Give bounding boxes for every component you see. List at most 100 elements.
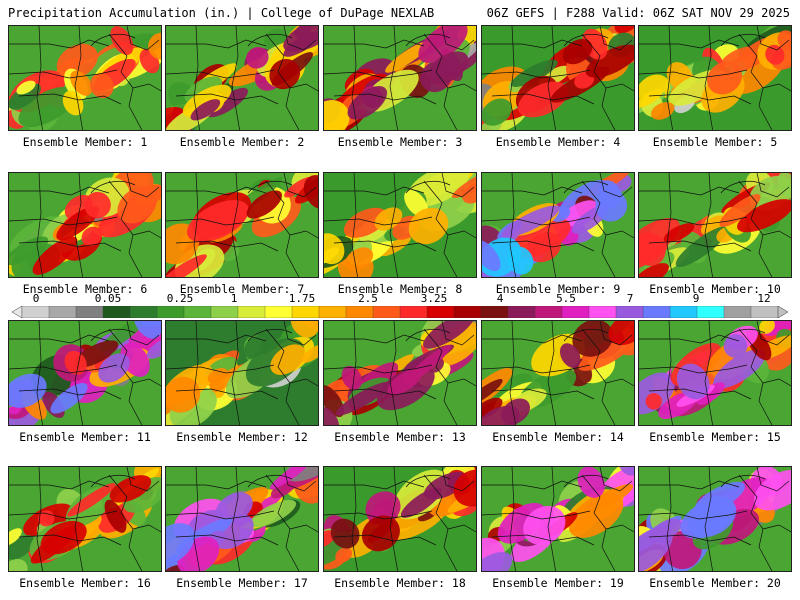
precip-map xyxy=(166,173,318,277)
state-boundary xyxy=(351,321,359,425)
state-boundary xyxy=(738,328,773,425)
colorbar-segment xyxy=(426,306,455,318)
precip-contour xyxy=(585,44,634,78)
ensemble-panel-17 xyxy=(165,466,319,572)
precip-contour xyxy=(269,59,301,90)
state-boundary xyxy=(509,26,517,130)
state-boundary xyxy=(639,510,748,520)
state-boundary xyxy=(74,321,84,425)
state-boundary xyxy=(9,510,118,520)
precip-contour xyxy=(675,226,729,267)
precip-contour xyxy=(148,32,161,60)
state-boundary xyxy=(74,173,84,277)
state-boundary xyxy=(547,467,557,571)
state-boundary xyxy=(265,180,300,277)
colorbar-segment xyxy=(75,306,104,318)
precip-contour xyxy=(639,527,673,571)
precip-contour xyxy=(526,232,562,263)
precip-contour xyxy=(324,233,345,265)
colorbar-segment xyxy=(588,306,617,318)
precip-contour xyxy=(418,26,468,63)
precip-contour xyxy=(385,41,431,73)
precip-contour xyxy=(408,207,449,245)
colorbar-segment xyxy=(21,306,50,318)
precip-contour xyxy=(404,345,451,384)
state-boundary xyxy=(333,240,437,252)
state-boundary xyxy=(389,26,399,130)
state-boundary xyxy=(108,474,143,571)
state-boundary xyxy=(491,388,595,400)
precip-contour xyxy=(482,240,501,272)
precip-contour xyxy=(64,350,87,375)
state-boundary xyxy=(563,475,609,488)
precip-map xyxy=(324,26,476,130)
precip-contour xyxy=(166,376,201,413)
precip-contour xyxy=(215,492,253,523)
state-boundary xyxy=(324,186,425,196)
state-boundary xyxy=(581,33,616,130)
state-boundary xyxy=(324,69,433,79)
state-boundary xyxy=(126,467,160,492)
state-boundary xyxy=(447,378,476,387)
precip-map xyxy=(639,321,791,425)
state-boundary xyxy=(193,26,201,130)
precip-contour xyxy=(186,200,249,243)
state-boundary xyxy=(447,230,476,239)
colorbar-tick-label: 0.05 xyxy=(94,292,122,305)
colorbar-segment xyxy=(129,306,158,318)
state-boundary xyxy=(605,83,634,92)
colorbar-segment xyxy=(345,306,374,318)
precip-contour xyxy=(269,467,313,490)
ensemble-panel-14 xyxy=(481,320,635,426)
state-boundary xyxy=(351,467,359,571)
ensemble-member-label: Ensemble Member: 9 xyxy=(495,282,621,296)
state-boundary xyxy=(247,329,293,342)
state-boundary xyxy=(74,26,84,130)
state-boundary xyxy=(423,33,458,130)
state-boundary xyxy=(247,181,293,194)
ensemble-panel-16 xyxy=(8,466,162,572)
colorbar-segment xyxy=(615,306,644,318)
precip-contour xyxy=(345,247,374,271)
state-boundary xyxy=(756,321,790,346)
precip-contour xyxy=(617,467,634,476)
ensemble-panel-7 xyxy=(165,172,319,278)
precip-contour xyxy=(98,353,130,383)
ensemble-panel-11 xyxy=(8,320,162,426)
precip-contour xyxy=(663,223,695,243)
precip-contour xyxy=(452,173,476,198)
state-boundary xyxy=(648,388,752,400)
ensemble-member-label: Ensemble Member: 13 xyxy=(334,430,466,444)
ensemble-panel-8 xyxy=(323,172,477,278)
precip-contour xyxy=(347,86,388,120)
colorbar-tick-label: 9 xyxy=(692,292,700,305)
state-boundary xyxy=(482,480,583,490)
state-boundary xyxy=(166,510,275,520)
precip-contour xyxy=(374,207,403,231)
state-boundary xyxy=(762,230,791,239)
state-boundary xyxy=(666,321,674,425)
precip-map xyxy=(324,467,476,571)
state-boundary xyxy=(231,467,241,571)
ensemble-member-label: Ensemble Member: 10 xyxy=(649,282,781,296)
precip-contour xyxy=(687,496,737,538)
state-boundary xyxy=(283,173,317,198)
state-boundary xyxy=(289,378,318,387)
product-title: Precipitation Accumulation (in.) | Colle… xyxy=(8,6,435,20)
state-boundary xyxy=(333,93,437,105)
ensemble-panel-19 xyxy=(481,466,635,572)
precip-map xyxy=(9,173,161,277)
state-boundary xyxy=(283,26,317,51)
state-boundary xyxy=(283,321,317,346)
precip-contour xyxy=(283,26,318,52)
state-boundary xyxy=(166,39,267,49)
ensemble-member-label: Ensemble Member: 8 xyxy=(337,282,463,296)
state-boundary xyxy=(762,524,791,533)
precip-contour xyxy=(81,226,103,247)
state-boundary xyxy=(18,534,122,546)
state-boundary xyxy=(333,534,437,546)
state-boundary xyxy=(482,39,583,49)
ensemble-member-label: Ensemble Member: 6 xyxy=(22,282,148,296)
ensemble-panel-3 xyxy=(323,25,477,131)
precip-contour xyxy=(104,499,127,533)
